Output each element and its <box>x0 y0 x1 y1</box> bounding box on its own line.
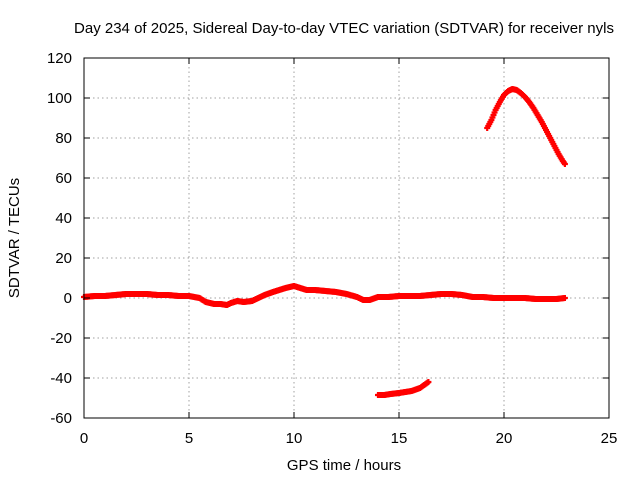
y-tick-label: 60 <box>55 170 72 187</box>
data-series <box>375 379 432 398</box>
y-axis-title: SDTVAR / TECUs <box>6 178 23 298</box>
y-tick-label: 0 <box>64 290 72 307</box>
x-tick-label: 5 <box>185 430 193 447</box>
data-point <box>561 161 568 167</box>
y-tick-label: 100 <box>47 90 72 107</box>
y-tick-label: 40 <box>55 210 72 227</box>
plot-frame <box>83 57 610 419</box>
x-tick-label: 10 <box>286 430 303 447</box>
y-tick-label: -60 <box>50 410 72 427</box>
grid-lines <box>84 58 609 418</box>
x-axis-title: GPS time / hours <box>287 457 401 474</box>
data-series <box>81 283 568 308</box>
x-tick-labels: 0 5 10 15 20 25 <box>80 430 618 447</box>
data-point <box>561 295 568 301</box>
chart-title: Day 234 of 2025, Sidereal Day-to-day VTE… <box>74 20 614 37</box>
data-points <box>81 86 568 398</box>
x-tick-label: 20 <box>496 430 513 447</box>
y-tick-label: 80 <box>55 130 72 147</box>
data-point <box>425 379 432 385</box>
y-tick-labels: -60 -40 -20 0 20 40 60 80 100 120 <box>47 50 72 427</box>
axis-ticks <box>83 57 610 419</box>
x-tick-label: 15 <box>391 430 408 447</box>
x-tick-label: 0 <box>80 430 88 447</box>
data-series <box>484 86 568 167</box>
x-tick-label: 25 <box>601 430 618 447</box>
y-tick-label: 120 <box>47 50 72 67</box>
y-tick-label: 20 <box>55 250 72 267</box>
y-tick-label: -20 <box>50 330 72 347</box>
y-tick-label: -40 <box>50 370 72 387</box>
